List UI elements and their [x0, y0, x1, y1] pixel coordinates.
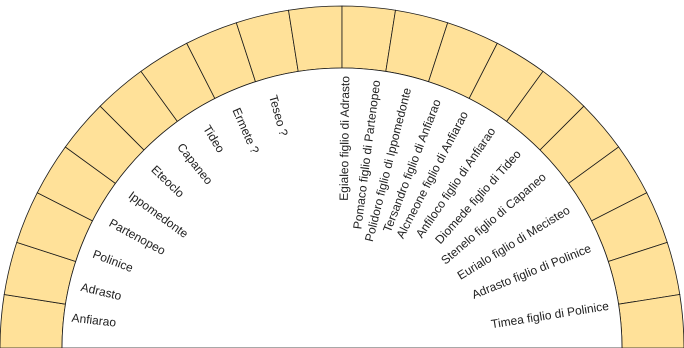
left-label: Anfiarao [71, 311, 117, 330]
ring-segment [618, 294, 684, 348]
ring-segment [288, 5, 343, 72]
right-label: Egialeo figlio di Adrasto [337, 76, 353, 201]
inner-area [61, 67, 623, 348]
outer-ring [0, 5, 684, 348]
